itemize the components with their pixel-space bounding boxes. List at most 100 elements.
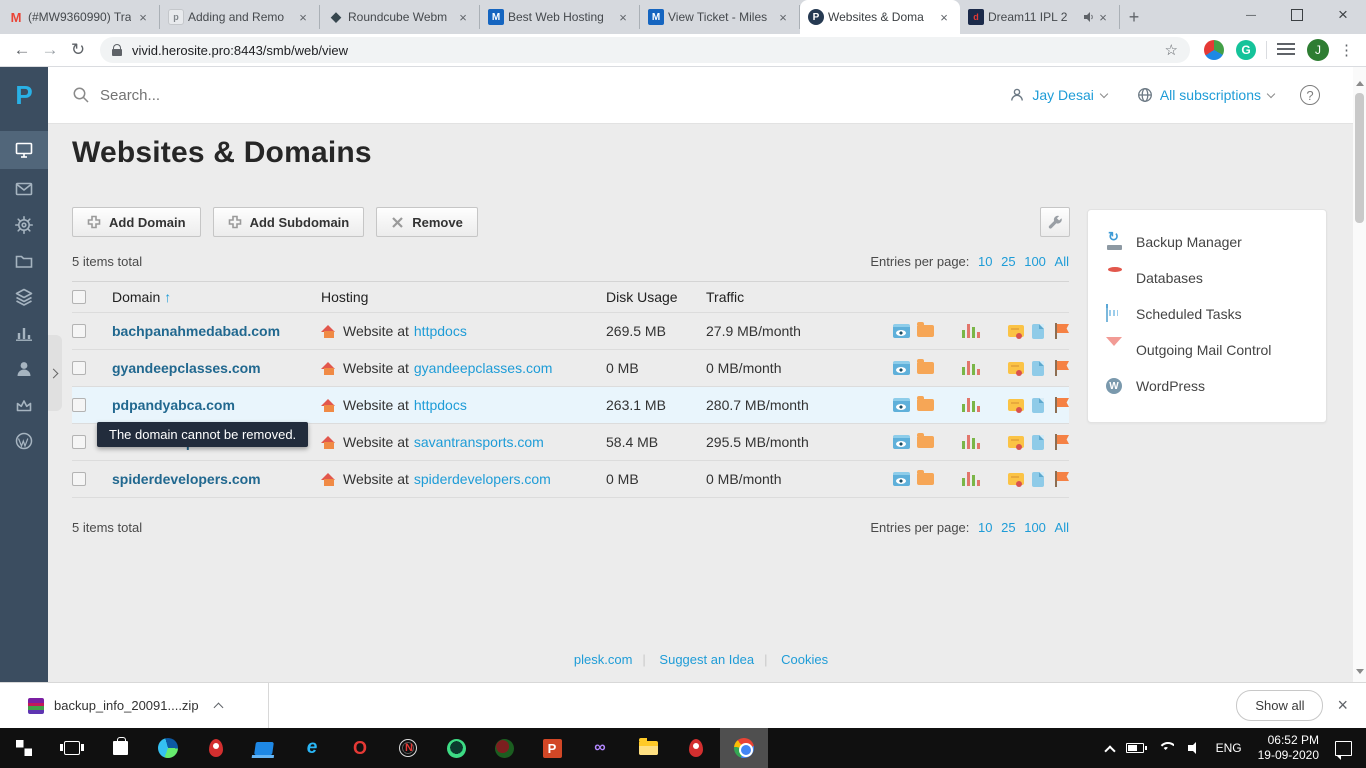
- sidebar-item-files[interactable]: [0, 243, 48, 279]
- ssl-certificate-icon[interactable]: [1008, 473, 1024, 487]
- sidebar-item-account[interactable]: [0, 387, 48, 423]
- statistics-icon[interactable]: [962, 324, 980, 338]
- pinned-tool-button[interactable]: [480, 728, 528, 768]
- column-header-disk-usage[interactable]: Disk Usage: [606, 289, 678, 305]
- entries-25-link[interactable]: 25: [1001, 520, 1016, 535]
- volume-icon[interactable]: [1187, 742, 1202, 754]
- preview-icon[interactable]: [893, 472, 910, 486]
- ssl-certificate-icon[interactable]: [1008, 362, 1024, 376]
- tab-view-ticket[interactable]: M View Ticket - Miles: [640, 5, 800, 29]
- entries-100-link[interactable]: 100: [1024, 254, 1046, 269]
- row-checkbox[interactable]: [72, 324, 86, 338]
- domain-link[interactable]: pdpandyabca.com: [112, 397, 235, 413]
- hosting-link[interactable]: gyandeepclasses.com: [413, 360, 553, 376]
- preview-icon[interactable]: [893, 324, 910, 338]
- sidebar-expand-handle[interactable]: [48, 335, 62, 411]
- idm-app-button[interactable]: [672, 728, 720, 768]
- microsoft-store-button[interactable]: [96, 728, 144, 768]
- entries-100-link[interactable]: 100: [1024, 520, 1046, 535]
- user-menu[interactable]: Jay Desai: [1009, 87, 1109, 103]
- tray-expand-icon[interactable]: [1103, 745, 1116, 757]
- forward-button[interactable]: →: [41, 40, 59, 59]
- entries-10-link[interactable]: 10: [978, 520, 993, 535]
- add-subdomain-button[interactable]: Add Subdomain: [212, 207, 365, 237]
- file-manager-icon[interactable]: [917, 470, 934, 485]
- hosting-link[interactable]: savantransports.com: [413, 434, 544, 450]
- address-bar[interactable]: vivid.herosite.pro:8443/smb/web/view ☆: [100, 37, 1190, 63]
- widget-outgoing-mail[interactable]: Outgoing Mail Control: [1088, 332, 1326, 368]
- column-header-hosting[interactable]: Hosting: [321, 289, 369, 305]
- statistics-icon[interactable]: [962, 472, 980, 486]
- widget-scheduled-tasks[interactable]: Scheduled Tasks: [1088, 296, 1326, 332]
- customize-tools-button[interactable]: [1040, 207, 1070, 237]
- statistics-icon[interactable]: [962, 435, 980, 449]
- widget-wordpress[interactable]: WordPress: [1088, 368, 1326, 404]
- visual-studio-button[interactable]: ∞: [576, 728, 624, 768]
- reading-list-icon[interactable]: [1277, 43, 1295, 57]
- pc-app-button[interactable]: [240, 728, 288, 768]
- row-checkbox[interactable]: [72, 361, 86, 375]
- tab-roundcube[interactable]: ◆ Roundcube Webm: [320, 5, 480, 29]
- pinned-app-button[interactable]: [192, 728, 240, 768]
- sidebar-item-users[interactable]: [0, 351, 48, 387]
- suspend-flag-icon[interactable]: [1053, 323, 1069, 339]
- logs-icon[interactable]: [1032, 471, 1044, 487]
- logs-icon[interactable]: [1032, 360, 1044, 376]
- android-studio-button[interactable]: [432, 728, 480, 768]
- row-checkbox[interactable]: [72, 398, 86, 412]
- ssl-certificate-icon[interactable]: [1008, 325, 1024, 339]
- add-domain-button[interactable]: Add Domain: [72, 207, 201, 237]
- preview-icon[interactable]: [893, 435, 910, 449]
- column-header-domain[interactable]: Domain ↑: [112, 289, 172, 305]
- tab-plesk-docs[interactable]: p Adding and Remo: [160, 5, 320, 29]
- search-bar[interactable]: [72, 86, 979, 104]
- action-center-icon[interactable]: [1335, 740, 1352, 760]
- browser-menu-icon[interactable]: ⋮: [1339, 42, 1354, 59]
- scroll-up-icon[interactable]: [1356, 81, 1364, 86]
- sidebar-item-wordpress[interactable]: [0, 423, 48, 459]
- tab-websites-domains-active[interactable]: P Websites & Doma: [800, 0, 960, 34]
- hosting-link[interactable]: httpdocs: [413, 323, 467, 339]
- file-manager-icon[interactable]: [917, 359, 934, 374]
- back-button[interactable]: ←: [13, 40, 31, 59]
- scrollbar-thumb[interactable]: [1355, 93, 1364, 223]
- page-scrollbar[interactable]: [1353, 67, 1366, 682]
- powerpoint-button[interactable]: P: [528, 728, 576, 768]
- file-explorer-button[interactable]: [624, 728, 672, 768]
- preview-icon[interactable]: [893, 398, 910, 412]
- tab-close-icon[interactable]: [936, 9, 952, 25]
- profile-avatar[interactable]: J: [1307, 39, 1329, 61]
- column-header-traffic[interactable]: Traffic: [706, 289, 745, 305]
- start-button[interactable]: [0, 728, 48, 768]
- footer-cookies-link[interactable]: Cookies: [781, 652, 829, 667]
- sidebar-item-statistics[interactable]: [0, 315, 48, 351]
- entries-all-link[interactable]: All: [1054, 254, 1069, 269]
- tab-best-web-hosting[interactable]: M Best Web Hosting: [480, 5, 640, 29]
- help-button[interactable]: [1300, 85, 1320, 105]
- wifi-icon[interactable]: [1158, 742, 1174, 754]
- file-manager-icon[interactable]: [917, 322, 934, 337]
- file-manager-icon[interactable]: [917, 433, 934, 448]
- sidebar-item-settings[interactable]: [0, 207, 48, 243]
- tab-close-icon[interactable]: [615, 9, 631, 25]
- statistics-icon[interactable]: [962, 361, 980, 375]
- domain-link[interactable]: gyandeepclasses.com: [112, 360, 261, 376]
- download-filename[interactable]: backup_info_20091....zip: [54, 698, 199, 713]
- domain-link[interactable]: spiderdevelopers.com: [112, 471, 261, 487]
- new-tab-button[interactable]: +: [1128, 6, 1140, 27]
- suspend-flag-icon[interactable]: [1053, 471, 1069, 487]
- tab-dream11[interactable]: d Dream11 IPL 2: [960, 5, 1120, 29]
- show-all-downloads-button[interactable]: Show all: [1236, 690, 1324, 721]
- footer-suggest-link[interactable]: Suggest an Idea: [659, 652, 755, 667]
- entries-25-link[interactable]: 25: [1001, 254, 1016, 269]
- logs-icon[interactable]: [1032, 434, 1044, 450]
- bookmark-star-icon[interactable]: ☆: [1164, 42, 1178, 59]
- row-checkbox[interactable]: [72, 435, 86, 449]
- internet-explorer-button[interactable]: e: [288, 728, 336, 768]
- battery-icon[interactable]: [1125, 743, 1147, 753]
- select-all-checkbox[interactable]: [72, 290, 86, 304]
- statistics-icon[interactable]: [962, 398, 980, 412]
- widget-backup-manager[interactable]: Backup Manager: [1088, 224, 1326, 260]
- task-view-button[interactable]: [48, 728, 96, 768]
- suspend-flag-icon[interactable]: [1053, 397, 1069, 413]
